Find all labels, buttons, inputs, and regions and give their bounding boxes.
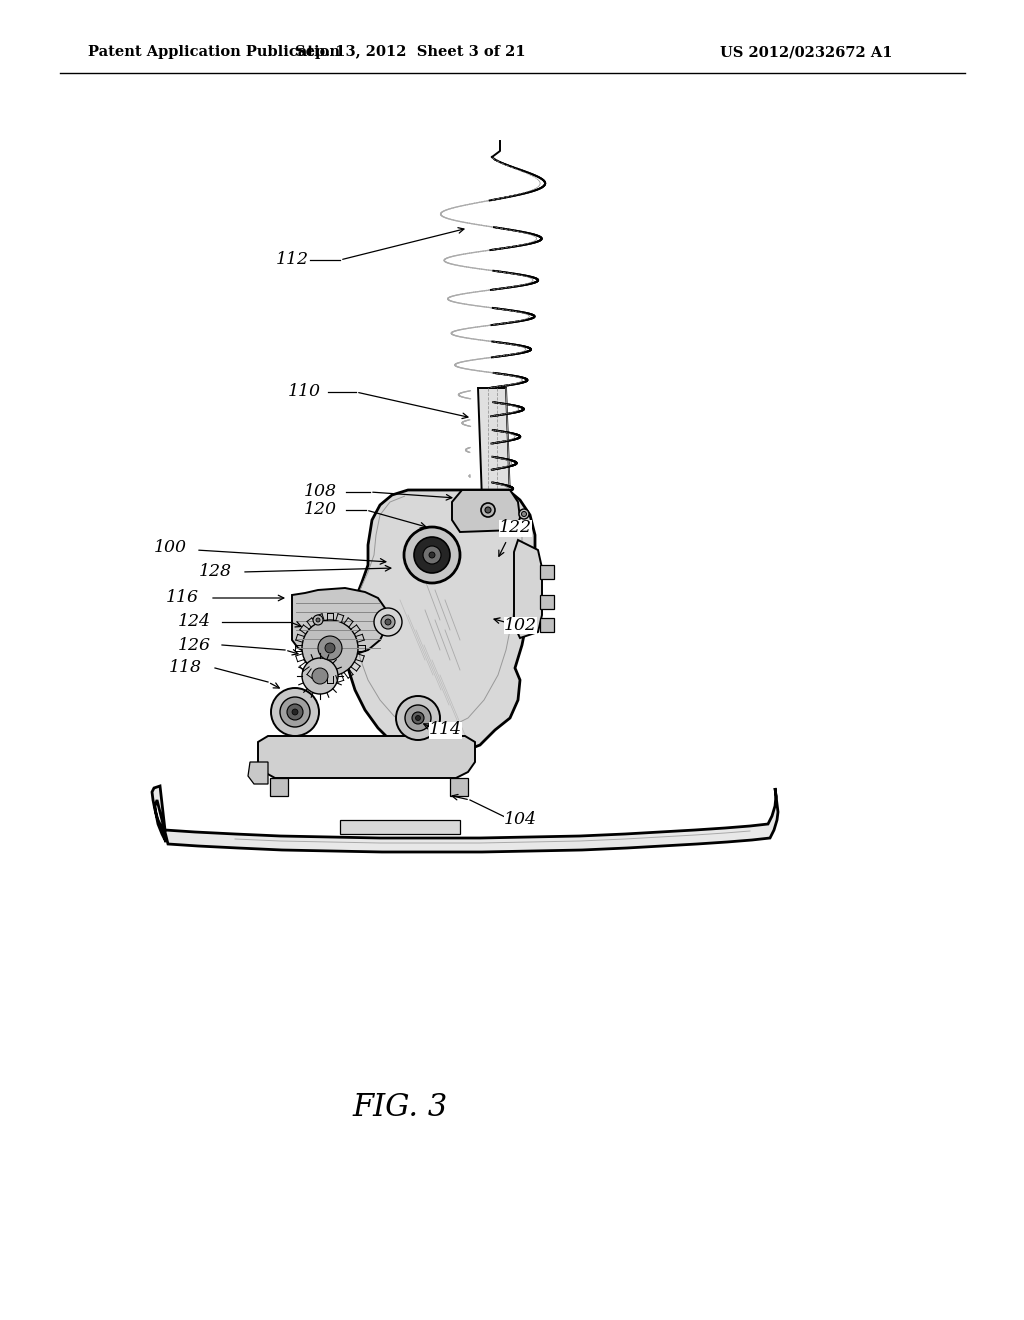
Text: 100: 100 [154,540,186,557]
Circle shape [416,715,421,721]
Circle shape [271,688,319,737]
Circle shape [396,696,440,741]
Text: 114: 114 [428,722,462,738]
Circle shape [414,537,450,573]
Circle shape [519,510,529,519]
Text: 118: 118 [169,660,202,676]
Polygon shape [452,490,520,532]
Circle shape [302,657,338,694]
Circle shape [429,552,435,558]
Circle shape [521,511,526,516]
Text: 122: 122 [499,520,531,536]
Polygon shape [478,388,510,500]
Text: 116: 116 [166,590,199,606]
Polygon shape [346,490,535,756]
Circle shape [481,503,495,517]
Text: 126: 126 [177,636,211,653]
Circle shape [287,704,303,719]
Circle shape [312,668,328,684]
Circle shape [404,527,460,583]
Text: 124: 124 [177,614,211,631]
Text: 108: 108 [303,483,337,500]
Circle shape [423,546,441,564]
Circle shape [280,697,310,727]
Circle shape [374,609,402,636]
Polygon shape [514,540,542,638]
Polygon shape [540,595,554,609]
Polygon shape [248,762,268,784]
Circle shape [316,618,319,622]
Circle shape [412,711,424,723]
Circle shape [318,636,342,660]
Text: Sep. 13, 2012  Sheet 3 of 21: Sep. 13, 2012 Sheet 3 of 21 [295,45,525,59]
Text: 110: 110 [288,384,321,400]
Circle shape [292,709,298,715]
Polygon shape [258,737,475,777]
Polygon shape [292,587,385,657]
Text: 120: 120 [303,502,337,519]
Circle shape [381,615,395,630]
Circle shape [313,615,323,624]
Text: FIG. 3: FIG. 3 [352,1093,447,1123]
Polygon shape [540,565,554,579]
Circle shape [325,643,335,653]
Text: 112: 112 [275,252,308,268]
Circle shape [302,620,358,676]
Text: 128: 128 [199,564,231,581]
Text: 102: 102 [504,616,537,634]
Circle shape [406,705,431,731]
Text: 104: 104 [504,812,537,829]
Polygon shape [540,618,554,632]
Polygon shape [340,820,460,834]
Text: US 2012/0232672 A1: US 2012/0232672 A1 [720,45,893,59]
Polygon shape [270,777,288,796]
Circle shape [385,619,391,624]
Polygon shape [152,785,778,851]
Text: Patent Application Publication: Patent Application Publication [88,45,340,59]
Polygon shape [450,777,468,796]
Circle shape [485,507,490,513]
